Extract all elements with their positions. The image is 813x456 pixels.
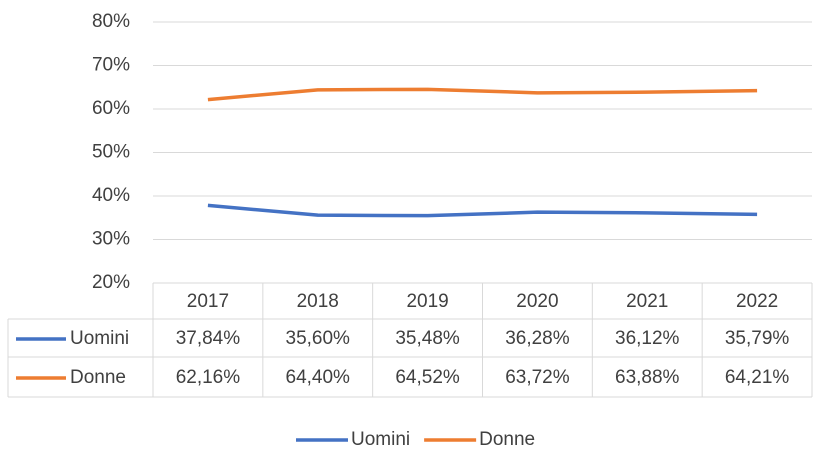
x-tick-label: 2018 bbox=[297, 291, 339, 312]
legend-label: Uomini bbox=[70, 328, 129, 349]
x-tick-label: 2021 bbox=[626, 291, 668, 312]
data-label: 35,60% bbox=[286, 328, 351, 349]
y-tick-label: 60% bbox=[92, 98, 130, 119]
data-label: 36,12% bbox=[615, 328, 680, 349]
x-tick-label: 2019 bbox=[406, 291, 448, 312]
y-tick-label: 30% bbox=[92, 229, 130, 250]
series-line bbox=[207, 203, 758, 218]
legend-label: Uomini bbox=[351, 429, 410, 450]
data-label: 35,48% bbox=[395, 328, 460, 349]
y-tick-label: 80% bbox=[92, 11, 130, 32]
legend-label: Donne bbox=[70, 367, 126, 388]
y-tick-label: 20% bbox=[92, 272, 130, 293]
data-label: 62,16% bbox=[176, 367, 241, 388]
series-line bbox=[207, 87, 758, 102]
data-label: 63,72% bbox=[505, 367, 570, 388]
x-tick-label: 2017 bbox=[187, 291, 229, 312]
x-tick-label: 2022 bbox=[736, 291, 778, 312]
data-label: 64,52% bbox=[395, 367, 460, 388]
y-tick-label: 50% bbox=[92, 142, 130, 163]
data-label: 36,28% bbox=[505, 328, 570, 349]
data-label: 64,40% bbox=[286, 367, 351, 388]
data-label: 63,88% bbox=[615, 367, 680, 388]
legend-label: Donne bbox=[479, 429, 535, 450]
data-label: 37,84% bbox=[176, 328, 241, 349]
data-label: 35,79% bbox=[725, 328, 790, 349]
y-tick-label: 70% bbox=[92, 55, 130, 76]
x-tick-label: 2020 bbox=[516, 291, 558, 312]
data-label: 64,21% bbox=[725, 367, 790, 388]
y-tick-label: 40% bbox=[92, 185, 130, 206]
